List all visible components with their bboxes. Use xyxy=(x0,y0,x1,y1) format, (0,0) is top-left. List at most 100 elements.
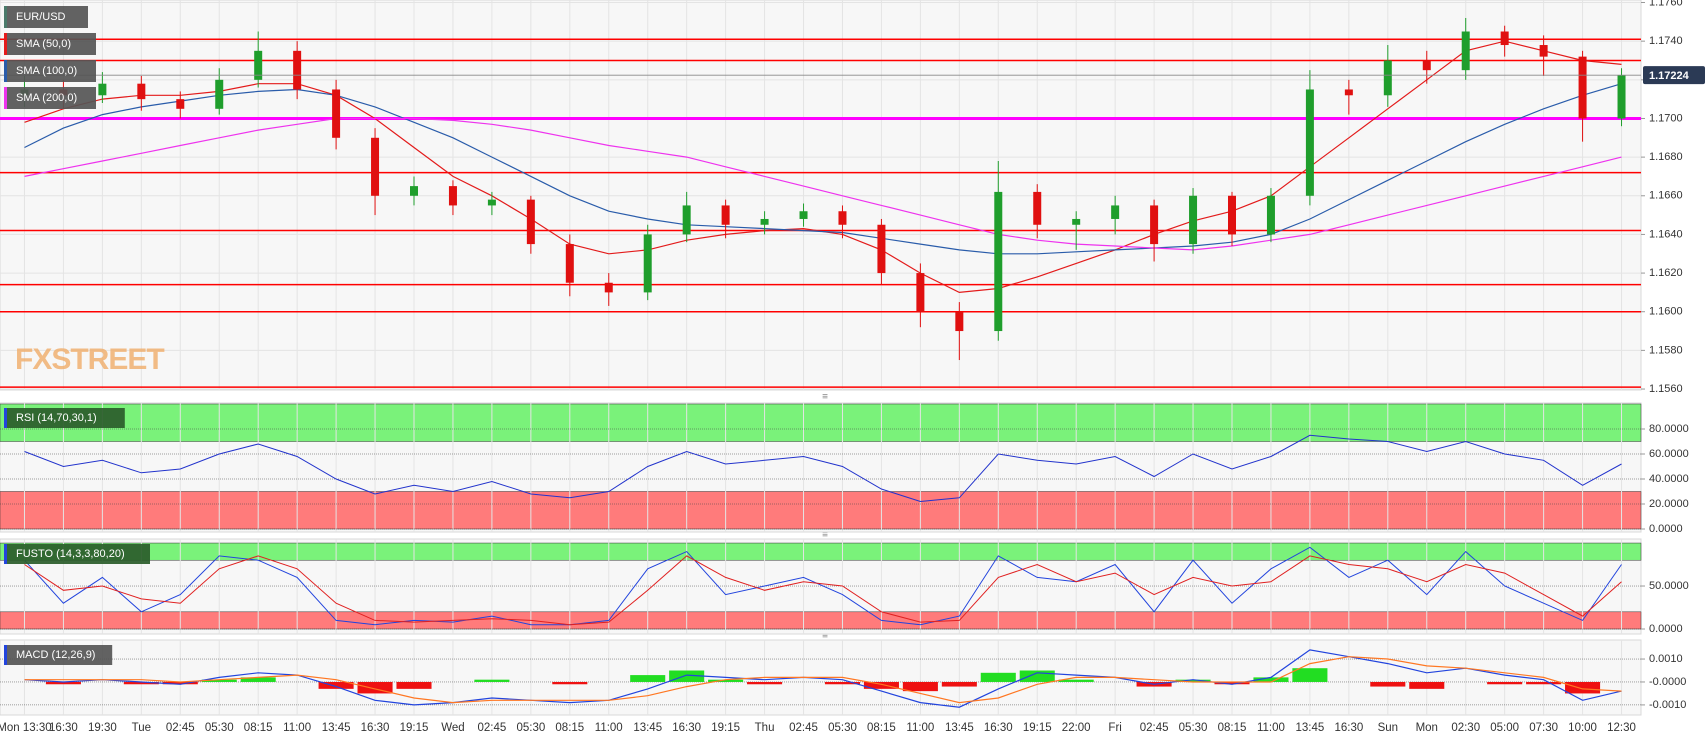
x-tick-label: Mon xyxy=(1416,722,1438,734)
x-tick-label: 13:45 xyxy=(322,722,351,734)
x-tick-label: 13:45 xyxy=(1296,722,1325,734)
pane-divider: ≡ xyxy=(822,392,828,403)
x-tick-label: 10:00 xyxy=(1568,722,1597,734)
x-tick-label: 02:45 xyxy=(478,722,507,734)
histogram-bar xyxy=(474,679,510,682)
x-tick-label: 13:45 xyxy=(633,722,662,734)
histogram-bar xyxy=(941,681,977,687)
candle-body xyxy=(760,218,769,225)
candle-body xyxy=(1422,60,1431,71)
y-tick-label: 0.0000 xyxy=(1649,523,1683,535)
histogram-bar xyxy=(863,681,899,689)
y-tick-label: 1.1660 xyxy=(1649,190,1683,202)
x-tick-label: 02:45 xyxy=(789,722,818,734)
x-tick-label: Mon 13:30 xyxy=(0,722,52,734)
indicator-label: RSI (14,70,30,1) xyxy=(16,412,97,424)
candle-body xyxy=(682,205,691,235)
series-line xyxy=(24,555,1622,626)
legend-box xyxy=(4,33,96,55)
histogram-bar xyxy=(747,681,783,685)
x-tick-label: 11:00 xyxy=(283,722,311,734)
y-tick-label: 1.1600 xyxy=(1649,306,1683,318)
histogram-bar xyxy=(240,677,276,682)
legend-label: EUR/USD xyxy=(16,11,66,23)
candle-body xyxy=(1578,56,1587,119)
series-line xyxy=(24,546,1622,626)
x-tick-label: 02:30 xyxy=(1451,722,1480,734)
series-line xyxy=(24,83,1622,255)
candle-body xyxy=(994,191,1003,332)
candle-body xyxy=(448,186,457,206)
x-tick-label: 16:30 xyxy=(361,722,390,734)
y-tick-label: -0.0000 xyxy=(1649,676,1686,688)
candle-body xyxy=(1617,75,1626,119)
indicator-swatch xyxy=(4,645,7,665)
series-line xyxy=(24,656,1622,704)
x-tick-label: Tue xyxy=(132,722,151,734)
legend-box xyxy=(4,6,88,28)
legend-swatch xyxy=(4,33,7,55)
histogram-bar xyxy=(1058,679,1094,682)
histogram-bar xyxy=(45,681,81,685)
y-tick-label: 1.1740 xyxy=(1649,35,1683,47)
legend-swatch xyxy=(4,6,7,28)
candle-body xyxy=(1228,195,1236,235)
histogram-bar xyxy=(1526,681,1562,685)
candle-body xyxy=(565,244,574,283)
series-line xyxy=(24,434,1622,503)
indicator-label: MACD (12,26,9) xyxy=(16,649,95,661)
zone xyxy=(0,403,1642,442)
candle-body xyxy=(877,224,886,274)
candle-body xyxy=(643,234,652,293)
y-tick-label: 20.0000 xyxy=(1649,498,1689,510)
candle-body xyxy=(799,211,808,219)
legend-label: SMA (200,0) xyxy=(16,92,77,104)
histogram-bar xyxy=(162,681,198,685)
y-tick-label: 1.1680 xyxy=(1649,151,1683,163)
candle-body xyxy=(176,99,185,109)
x-tick-label: 16:30 xyxy=(984,722,1013,734)
legend-label: SMA (50,0) xyxy=(16,38,71,50)
candle-body xyxy=(98,83,107,96)
candle-body xyxy=(721,205,730,225)
x-tick-label: Sun xyxy=(1378,722,1398,734)
candle-body xyxy=(838,211,847,225)
zone xyxy=(0,542,1642,561)
y-tick-label: 1.1620 xyxy=(1649,267,1683,279)
candle-body xyxy=(410,186,418,196)
x-tick-label: 22:00 xyxy=(1062,722,1091,734)
last-price-box xyxy=(1643,66,1705,85)
x-tick-label: 12:30 xyxy=(1607,722,1636,734)
x-tick-label: 19:15 xyxy=(1023,722,1052,734)
candle-body xyxy=(215,79,224,109)
x-tick-label: 05:30 xyxy=(516,722,545,734)
x-tick-label: 08:15 xyxy=(244,722,273,734)
candle-body xyxy=(604,282,613,293)
histogram-bar xyxy=(980,672,1016,682)
legend-swatch xyxy=(4,87,7,109)
candle-body xyxy=(1461,31,1470,71)
candle-body xyxy=(955,311,964,332)
candle-body xyxy=(1500,31,1509,46)
y-tick-label: 0.0000 xyxy=(1649,623,1683,635)
histogram-bar xyxy=(824,681,861,685)
y-tick-label: 50.0000 xyxy=(1649,580,1689,592)
y-tick-label: 1.1580 xyxy=(1649,344,1683,356)
candle-body xyxy=(1344,89,1353,96)
candle-body xyxy=(916,273,925,312)
x-tick-label: 19:15 xyxy=(400,722,429,734)
x-tick-label: 08:15 xyxy=(867,722,896,734)
candle-body xyxy=(1111,205,1120,219)
x-tick-label: 08:15 xyxy=(555,722,584,734)
histogram-bar xyxy=(552,681,588,685)
x-tick-label: 16:30 xyxy=(1334,722,1363,734)
pane-divider: ≡ xyxy=(822,631,828,642)
x-tick-label: Fri xyxy=(1108,722,1121,734)
y-tick-label: 1.1760 xyxy=(1649,0,1683,8)
histogram-bar xyxy=(708,679,744,682)
pane-background xyxy=(0,0,1642,391)
x-tick-label: 11:00 xyxy=(595,722,623,734)
histogram-bar xyxy=(1487,681,1523,685)
x-tick-label: 19:15 xyxy=(711,722,740,734)
y-tick-label: 60.0000 xyxy=(1649,448,1689,460)
